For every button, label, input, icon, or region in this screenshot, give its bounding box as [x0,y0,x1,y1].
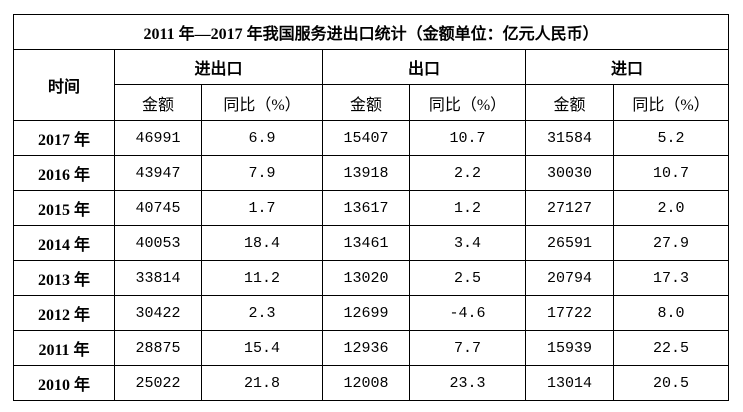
subheader: 同比（%） [612,84,730,121]
group-header: 出口 [322,49,526,85]
value-cell: 20794 [525,260,614,296]
year-cell: 2016 年 [13,155,115,191]
year-cell: 2017 年 [13,120,115,156]
year-cell: 2011 年 [13,330,115,366]
value-cell: 25022 [114,365,202,401]
data-row: 2011 年 28875 15.4 12936 7.7 15939 22.5 [13,330,730,366]
value-cell: 15.4 [201,330,323,366]
year-cell: 2010 年 [13,365,115,401]
data-row: 2015 年 40745 1.7 13617 1.2 27127 2.0 [13,190,730,226]
subheader: 同比（%） [201,84,323,121]
value-cell: 2.0 [612,190,730,226]
value-cell: 20.5 [612,365,730,401]
value-cell: 10.7 [612,155,730,191]
value-cell: 21.8 [201,365,323,401]
value-cell: 5.2 [612,120,730,156]
value-cell: 15939 [525,330,614,366]
value-cell: -4.6 [409,295,526,331]
value-cell: 26591 [525,225,614,261]
value-cell: 12699 [322,295,410,331]
value-cell: 2.3 [201,295,323,331]
year-cell: 2015 年 [13,190,115,226]
time-header: 时间 [13,49,115,121]
data-row: 2017 年 46991 6.9 15407 10.7 31584 5.2 [13,120,730,156]
value-cell: 13617 [322,190,410,226]
subheader: 金额 [114,84,202,121]
value-cell: 13020 [322,260,410,296]
subheader: 金额 [525,84,614,121]
value-cell: 10.7 [409,120,526,156]
value-cell: 2.2 [409,155,526,191]
title-row: 2011 年—2017 年我国服务进出口统计（金额单位：亿元人民币） [12,14,730,50]
data-row: 2012 年 30422 2.3 12699 -4.6 17722 8.0 [13,295,730,331]
value-cell: 7.7 [409,330,526,366]
header-row: 时间 进出口 出口 进口 [13,49,730,121]
value-cell: 22.5 [612,330,730,366]
subheader: 金额 [322,84,410,121]
value-cell: 17722 [525,295,614,331]
value-cell: 1.7 [201,190,323,226]
value-cell: 8.0 [612,295,730,331]
data-row: 2014 年 40053 18.4 13461 3.4 26591 27.9 [13,225,730,261]
value-cell: 11.2 [201,260,323,296]
value-cell: 30422 [114,295,202,331]
data-row: 2016 年 43947 7.9 13918 2.2 30030 10.7 [13,155,730,191]
value-cell: 1.2 [409,190,526,226]
group-header: 进口 [524,49,730,85]
group-header: 进出口 [114,49,323,85]
value-cell: 33814 [114,260,202,296]
value-cell: 23.3 [409,365,526,401]
value-cell: 40745 [114,190,202,226]
value-cell: 17.3 [612,260,730,296]
year-cell: 2013 年 [13,260,115,296]
year-cell: 2012 年 [13,295,115,331]
value-cell: 27.9 [612,225,730,261]
value-cell: 15407 [322,120,410,156]
value-cell: 30030 [525,155,614,191]
value-cell: 2.5 [409,260,526,296]
value-cell: 7.9 [201,155,323,191]
value-cell: 40053 [114,225,202,261]
value-cell: 6.9 [201,120,323,156]
subheader: 同比（%） [409,84,526,121]
value-cell: 3.4 [409,225,526,261]
stats-table: 2011 年—2017 年我国服务进出口统计（金额单位：亿元人民币） 时间 进出… [12,14,730,401]
value-cell: 28875 [114,330,202,366]
value-cell: 27127 [525,190,614,226]
data-row: 2013 年 33814 11.2 13020 2.5 20794 17.3 [13,260,730,296]
table-title: 2011 年—2017 年我国服务进出口统计（金额单位：亿元人民币） [12,14,730,50]
value-cell: 12936 [322,330,410,366]
value-cell: 46991 [114,120,202,156]
value-cell: 13014 [525,365,614,401]
subheader-row: 金额 同比（%） 金额 同比（%） 金额 同比（%） [14,84,730,121]
value-cell: 13918 [322,155,410,191]
year-cell: 2014 年 [13,225,115,261]
value-cell: 31584 [525,120,614,156]
value-cell: 43947 [114,155,202,191]
value-cell: 13461 [322,225,410,261]
data-row: 2010 年 25022 21.8 12008 23.3 13014 20.5 [13,365,730,401]
value-cell: 18.4 [201,225,323,261]
value-cell: 12008 [322,365,410,401]
